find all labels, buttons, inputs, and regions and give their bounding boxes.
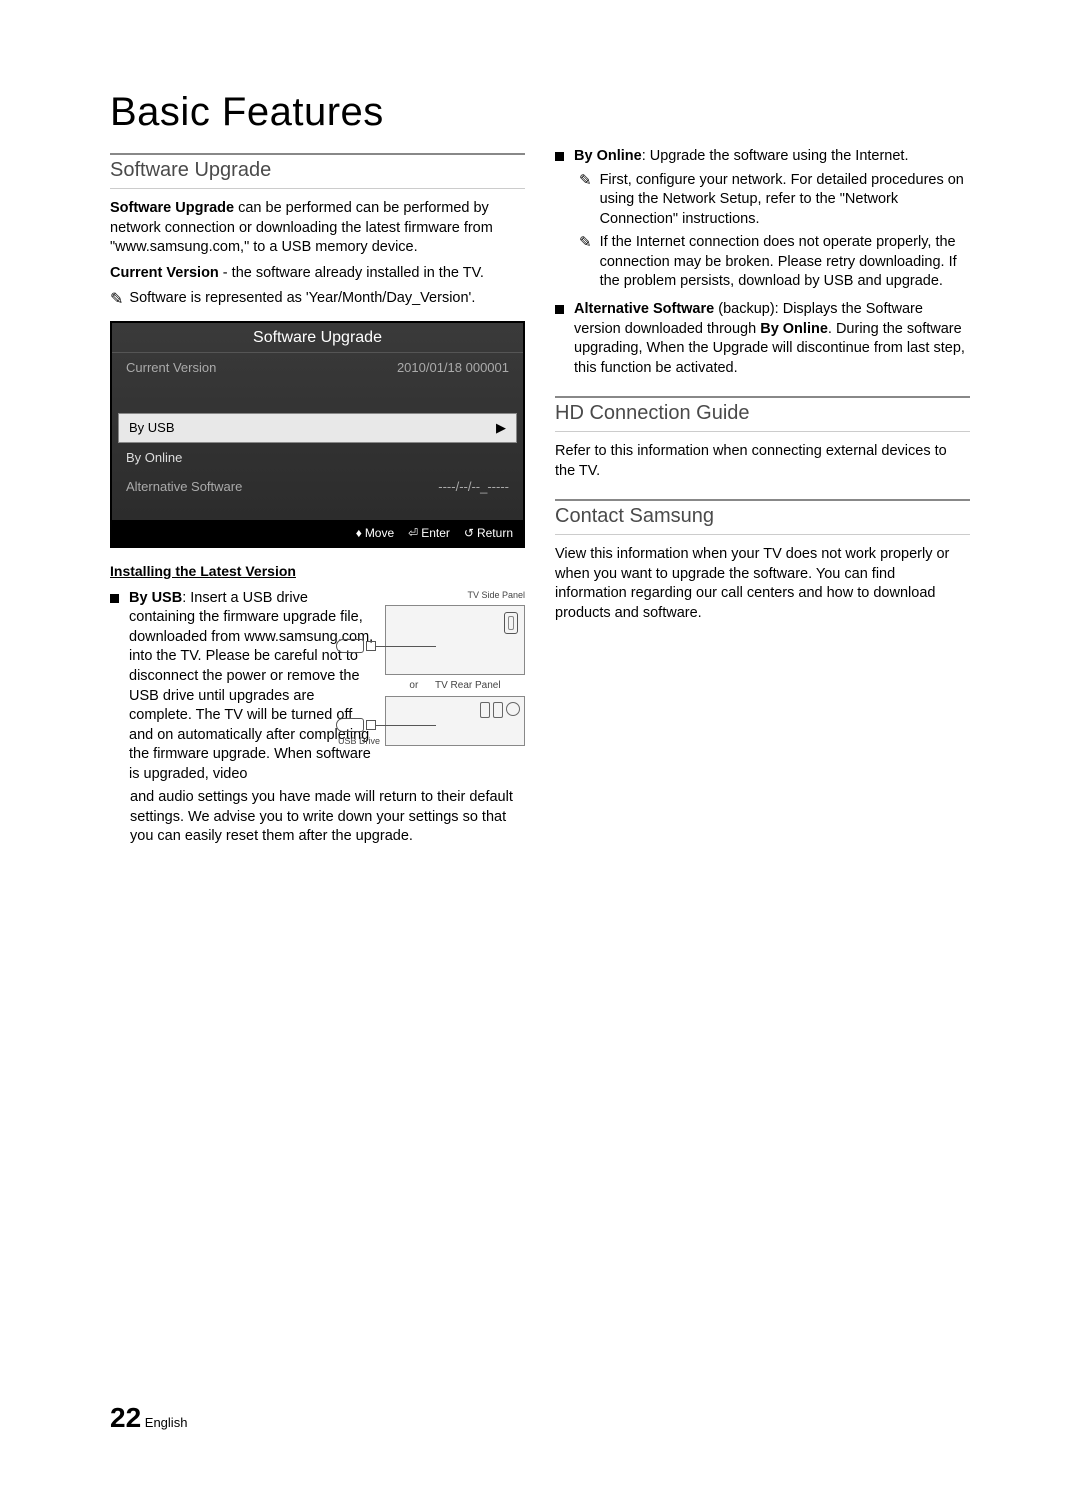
label-by-online-bold: By Online: [574, 148, 642, 164]
bullet-alt-software: Alternative Software (backup): Displays …: [555, 300, 970, 378]
osd-row-current: Current Version 2010/01/18 000001: [112, 353, 523, 383]
para-hd-connection: Refer to this information when connectin…: [555, 442, 970, 481]
diag-or-label: or: [409, 680, 418, 691]
subheading-install-latest: Installing the Latest Version: [110, 562, 525, 581]
osd-foot-enter: ⏎Enter: [408, 525, 450, 541]
page-number: 22: [110, 1402, 141, 1433]
bullet-by-usb: By USB: Insert a USB drive containing th…: [110, 589, 375, 785]
square-bullet-icon: [110, 594, 119, 603]
square-bullet-icon: [555, 305, 564, 314]
osd-row-byonline[interactable]: By Online: [112, 443, 523, 473]
para-contact-samsung: View this information when your TV does …: [555, 545, 970, 623]
bullet-by-online: By Online: Upgrade the software using th…: [555, 147, 970, 167]
right-column: By Online: Upgrade the software using th…: [555, 147, 970, 853]
osd-byusb-label: By USB: [129, 419, 175, 437]
para-current-version-rest: - the software already installed in the …: [219, 265, 484, 281]
note-configure-network: ✎ First, configure your network. For det…: [579, 171, 970, 230]
osd-altsoft-label: Alternative Software: [126, 478, 242, 496]
return-icon: ↺: [464, 525, 474, 541]
para-current-version: Current Version - the software already i…: [110, 264, 525, 284]
para-by-usb-text1: : Insert a USB drive containing the firm…: [129, 590, 373, 782]
note-icon: ✎: [110, 289, 123, 311]
label-by-online-inline: By Online: [760, 321, 828, 337]
note-icon: ✎: [579, 171, 592, 230]
diagram-usb: TV Side Panel or TV Rear Panel: [385, 589, 525, 789]
diag-rear-panel: USB Drive: [385, 696, 525, 746]
page-footer: 22 English: [110, 1402, 187, 1434]
osd-footer: ♦Move ⏎Enter ↺Return: [112, 520, 523, 546]
osd-foot-return: ↺Return: [464, 525, 513, 541]
label-by-usb-bold: By USB: [129, 590, 182, 606]
note-internet-retry-text: If the Internet connection does not oper…: [600, 233, 970, 292]
heading-hd-connection: HD Connection Guide: [555, 396, 970, 432]
page-title: Basic Features: [110, 90, 970, 135]
osd-byonline-label: By Online: [126, 449, 182, 467]
osd-current-value: 2010/01/18 000001: [397, 359, 509, 377]
diag-rear-label: TV Rear Panel: [435, 680, 501, 691]
note-internet-retry: ✎ If the Internet connection does not op…: [579, 233, 970, 292]
usb-drive-icon-2: [336, 715, 376, 735]
osd-title: Software Upgrade: [112, 323, 523, 354]
by-online-text: : Upgrade the software using the Interne…: [642, 148, 909, 164]
heading-contact-samsung: Contact Samsung: [555, 499, 970, 535]
osd-row-altsoft[interactable]: Alternative Software ----/--/--_-----: [112, 472, 523, 502]
page-lang: English: [145, 1415, 188, 1430]
para-by-usb-text2: and audio settings you have made will re…: [130, 788, 525, 847]
osd-byusb-arrow-icon: ▶: [496, 419, 506, 437]
osd-row-byusb[interactable]: By USB ▶: [118, 413, 517, 443]
osd-altsoft-value: ----/--/--_-----: [438, 478, 509, 496]
diag-side-label: TV Side Panel: [385, 589, 525, 601]
enter-icon: ⏎: [408, 525, 418, 541]
updown-icon: ♦: [356, 525, 362, 541]
osd-current-label: Current Version: [126, 359, 216, 377]
note-version-text: Software is represented as 'Year/Month/D…: [129, 289, 475, 309]
note-icon: ✎: [579, 233, 592, 292]
osd-foot-move: ♦Move: [356, 525, 394, 541]
label-software-upgrade-bold: Software Upgrade: [110, 200, 234, 216]
left-column: Software Upgrade Software Upgrade can be…: [110, 147, 525, 853]
note-version-format: ✎ Software is represented as 'Year/Month…: [110, 289, 525, 311]
heading-software-upgrade: Software Upgrade: [110, 153, 525, 189]
label-alt-software-bold: Alternative Software: [574, 301, 714, 317]
diag-usb-drive-label: USB Drive: [338, 735, 380, 747]
note-configure-network-text: First, configure your network. For detai…: [600, 171, 970, 230]
square-bullet-icon: [555, 152, 564, 161]
label-current-version-bold: Current Version: [110, 265, 219, 281]
usb-drive-icon: [336, 636, 376, 656]
para-intro: Software Upgrade can be performed can be…: [110, 199, 525, 258]
diag-side-panel: [385, 605, 525, 675]
osd-panel: Software Upgrade Current Version 2010/01…: [110, 321, 525, 548]
